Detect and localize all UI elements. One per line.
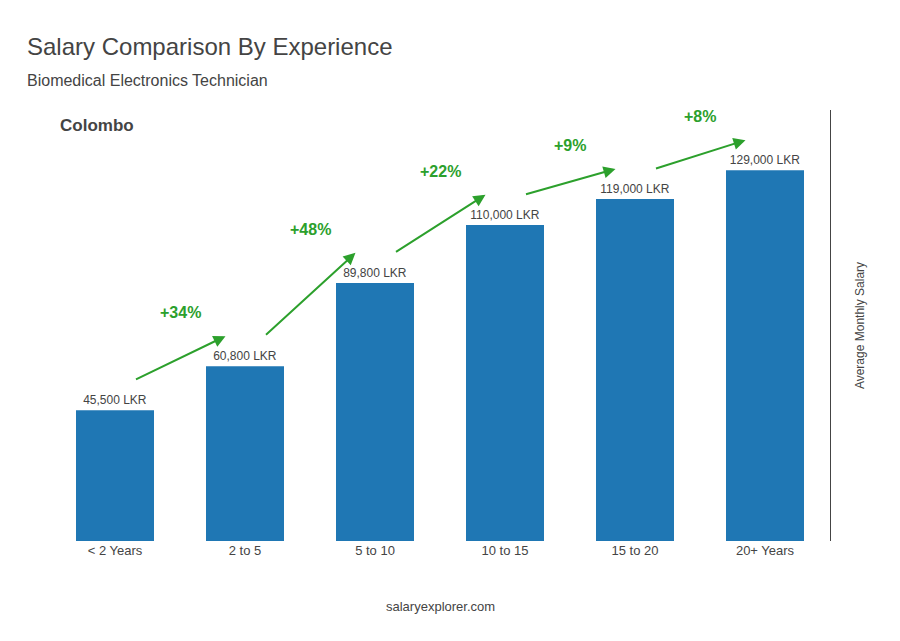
svg-text:110,000 LKR: 110,000 LKR [470, 208, 539, 222]
svg-text:+9%: +9% [554, 137, 586, 154]
svg-text:Colombo: Colombo [60, 116, 134, 135]
svg-text:Salary Comparison By Experienc: Salary Comparison By Experience [27, 33, 393, 60]
svg-text:20+ Years: 20+ Years [736, 543, 795, 558]
svg-text:Average Monthly Salary: Average Monthly Salary [853, 262, 867, 389]
svg-text:salaryexplorer.com: salaryexplorer.com [386, 599, 495, 614]
svg-text:60,800 LKR: 60,800 LKR [213, 349, 277, 363]
svg-text:+8%: +8% [684, 108, 716, 125]
svg-text:15 to 20: 15 to 20 [612, 543, 659, 558]
svg-text:5 to 10: 5 to 10 [355, 543, 395, 558]
svg-text:< 2 Years: < 2 Years [88, 543, 143, 558]
svg-text:10 to 15: 10 to 15 [482, 543, 529, 558]
svg-text:45,500 LKR: 45,500 LKR [83, 393, 147, 407]
svg-text:129,000 LKR: 129,000 LKR [730, 153, 800, 167]
svg-text:119,000 LKR: 119,000 LKR [600, 182, 669, 196]
svg-text:2 to 5: 2 to 5 [229, 543, 262, 558]
svg-text:+22%: +22% [420, 163, 461, 180]
svg-text:89,800 LKR: 89,800 LKR [343, 266, 407, 280]
svg-text:Biomedical Electronics Technic: Biomedical Electronics Technician [27, 72, 268, 89]
svg-text:+34%: +34% [160, 304, 201, 321]
svg-text:+48%: +48% [290, 221, 331, 238]
